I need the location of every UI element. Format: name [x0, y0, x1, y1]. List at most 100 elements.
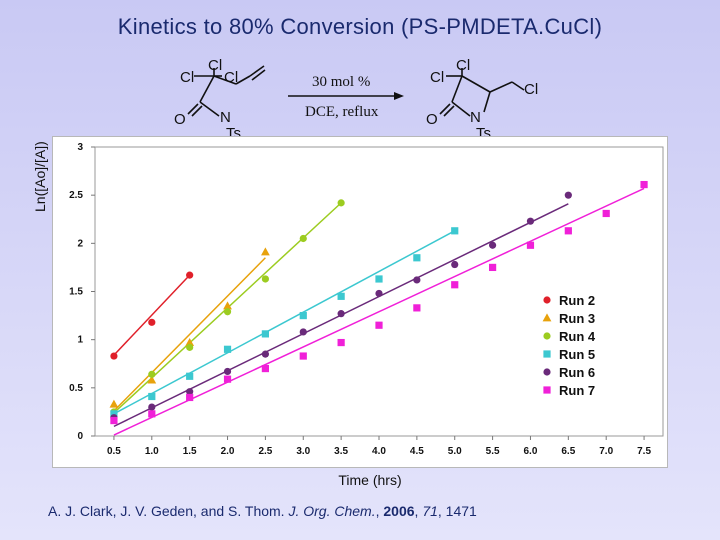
data-point-run-4: [261, 275, 269, 283]
legend-marker-run-4: [543, 332, 551, 340]
reactant-atom-n: N: [220, 109, 231, 126]
y-tick-label: 0.5: [69, 383, 83, 394]
y-tick-label: 0: [77, 431, 83, 442]
data-point-run-7: [223, 375, 232, 383]
reaction-condition-bottom: DCE, reflux: [305, 104, 379, 120]
legend-label-run-6: Run 6: [559, 365, 595, 380]
x-tick-label: 3.0: [296, 446, 310, 457]
data-point-run-7: [186, 393, 194, 402]
data-point-run-3: [185, 337, 195, 346]
slide-title: Kinetics to 80% Conversion (PS-PMDETA.Cu…: [117, 14, 603, 39]
chart-panel: 0 0.5 1 1.5 2 2.5 3 0.5 1.0 1.5 2.0 2.5 3.0 3.5 4.0 4.5…: [52, 136, 668, 468]
data-point-run-6: [526, 217, 535, 225]
data-point-run-3: [223, 301, 232, 310]
data-point-run-7: [602, 209, 610, 218]
x-tick-label: 3.5: [334, 446, 348, 457]
data-point-run-4: [186, 343, 194, 351]
data-point-run-7: [375, 321, 383, 329]
reactant-atom-o: O: [174, 111, 186, 128]
data-point-run-7: [413, 304, 421, 312]
product-atom-n: N: [470, 109, 481, 126]
x-tick-label: 4.5: [410, 446, 424, 457]
citation-sep-2: ,: [414, 503, 423, 519]
data-point-run-6: [261, 350, 269, 358]
data-point-run-5: [148, 392, 156, 401]
data-point-run-4: [337, 199, 345, 207]
data-point-run-7: [337, 338, 345, 347]
citation-year: 2006: [383, 503, 415, 519]
legend-label-run-5: Run 5: [559, 347, 595, 362]
data-point-run-7: [489, 263, 497, 272]
data-point-run-5: [299, 311, 307, 320]
fit-line-run-5: [113, 230, 456, 415]
data-point-run-3: [109, 399, 119, 408]
data-point-run-2: [186, 271, 194, 279]
product-atom-cl-1: Cl: [456, 57, 470, 74]
y-tick-label: 1.5: [69, 287, 83, 298]
citation-journal: J. Org. Chem.: [288, 503, 376, 519]
x-tick-label: 2.0: [221, 446, 235, 457]
y-tick-label: 2.5: [69, 190, 83, 201]
x-tick-label: 4.0: [372, 446, 386, 457]
fit-line-run-2: [113, 274, 191, 356]
data-point-run-5: [261, 330, 269, 338]
data-point-run-4: [223, 308, 232, 316]
x-tick-label: 7.5: [637, 446, 651, 457]
data-point-run-7: [261, 364, 269, 373]
data-point-run-6: [451, 260, 459, 269]
data-point-run-6: [148, 403, 156, 411]
data-point-run-5: [223, 345, 232, 353]
kinetics-plot: 0 0.5 1 1.5 2 2.5 3 0.5 1.0 1.5 2.0 2.5 3.0 3.5 4.0 4.5…: [69, 142, 664, 457]
data-point-run-7: [564, 227, 572, 235]
data-point-run-2: [148, 318, 156, 326]
reactant-structure: [187, 65, 266, 117]
reaction-arrowhead: [394, 92, 404, 100]
data-point-run-7: [640, 180, 648, 189]
legend-marker-run-5: [543, 350, 551, 358]
data-point-run-4: [148, 370, 156, 378]
data-point-run-7: [148, 410, 156, 418]
data-point-run-5: [451, 227, 459, 235]
data-point-run-6: [375, 289, 383, 298]
data-point-run-6: [564, 191, 572, 199]
product-atom-cl-2: Cl: [430, 69, 444, 86]
data-point-run-5: [375, 275, 383, 283]
x-tick-label: 2.5: [258, 446, 272, 457]
x-tick-label: 6.0: [524, 446, 538, 457]
product-atom-cl-3: Cl: [524, 81, 538, 98]
reaction-condition-top: 30 mol %: [312, 74, 370, 90]
y-axis-label: Ln([Ao]/[A]): [32, 141, 48, 212]
reactant-atom-cl-3: Cl: [224, 69, 238, 86]
product-structure: [439, 68, 525, 117]
data-point-run-5: [110, 410, 118, 418]
data-point-run-6: [489, 241, 497, 249]
x-axis-label: Time (hrs): [338, 472, 402, 488]
data-point-run-5: [337, 292, 345, 300]
legend-marker-run-2: [543, 296, 551, 304]
data-point-run-6: [223, 367, 232, 376]
y-tick-label: 2: [77, 238, 83, 249]
data-point-run-5: [413, 254, 421, 262]
data-point-run-6: [186, 388, 194, 396]
legend-marker-run-3: [542, 313, 552, 322]
x-tick-label: 5.0: [448, 446, 462, 457]
product-atom-o: O: [426, 111, 438, 128]
data-point-run-7: [110, 416, 118, 425]
legend-label-run-7: Run 7: [559, 383, 595, 398]
legend-label-run-2: Run 2: [559, 293, 595, 308]
data-point-run-6: [413, 276, 421, 284]
citation: A. J. Clark, J. V. Geden, and S. Thom. J…: [48, 503, 477, 519]
citation-first-author: A. J. Clark: [48, 503, 113, 519]
data-point-run-7: [299, 352, 307, 360]
legend-label-run-3: Run 3: [559, 311, 595, 326]
citation-pages: , 1471: [437, 503, 477, 519]
x-tick-label: 1.5: [183, 446, 197, 457]
legend-marker-run-6: [543, 368, 551, 376]
x-tick-label: 0.5: [107, 446, 121, 457]
fit-line-run-7: [113, 187, 645, 436]
data-point-run-6: [299, 328, 307, 336]
reaction-scheme: Cl Cl Cl N O Ts 30 mol % DCE, reflux Cl …: [174, 57, 538, 140]
citation-other-authors: , J. V. Geden, and S. Thom.: [112, 503, 289, 519]
data-point-run-3: [147, 375, 157, 384]
x-tick-label: 5.5: [486, 446, 500, 457]
